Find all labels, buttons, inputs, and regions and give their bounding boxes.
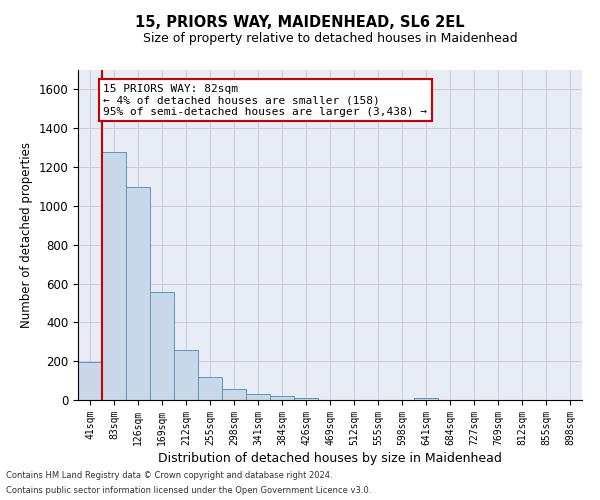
Bar <box>294 398 318 400</box>
Bar <box>222 390 246 400</box>
Bar <box>270 396 294 400</box>
Bar <box>150 292 174 400</box>
Text: Contains public sector information licensed under the Open Government Licence v3: Contains public sector information licen… <box>6 486 371 495</box>
X-axis label: Distribution of detached houses by size in Maidenhead: Distribution of detached houses by size … <box>158 452 502 465</box>
Bar <box>102 152 126 400</box>
Bar <box>78 362 102 400</box>
Text: 15 PRIORS WAY: 82sqm
← 4% of detached houses are smaller (158)
95% of semi-detac: 15 PRIORS WAY: 82sqm ← 4% of detached ho… <box>103 84 427 117</box>
Text: 15, PRIORS WAY, MAIDENHEAD, SL6 2EL: 15, PRIORS WAY, MAIDENHEAD, SL6 2EL <box>135 15 465 30</box>
Y-axis label: Number of detached properties: Number of detached properties <box>20 142 33 328</box>
Bar <box>174 350 198 400</box>
Bar <box>414 398 438 400</box>
Bar <box>246 394 270 400</box>
Text: Contains HM Land Registry data © Crown copyright and database right 2024.: Contains HM Land Registry data © Crown c… <box>6 471 332 480</box>
Bar <box>126 188 150 400</box>
Title: Size of property relative to detached houses in Maidenhead: Size of property relative to detached ho… <box>143 32 517 45</box>
Bar <box>198 376 222 400</box>
